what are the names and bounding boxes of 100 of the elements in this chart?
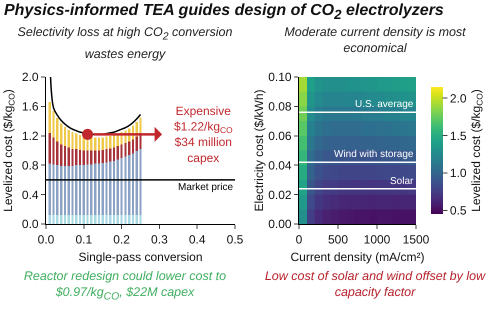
bar [102,137,104,150]
bar [82,215,85,224]
x-tick-label: 0 [296,232,303,246]
chart-title: Moderate current density is most economical [283,24,467,57]
bar [86,215,89,224]
bar [90,215,92,224]
bar [56,215,58,224]
bar [136,136,138,152]
bar [102,215,104,224]
color-bar-label: 1.5 [450,128,467,143]
bar [124,143,127,156]
bar [48,215,51,224]
x-tick-label: 0.4 [188,232,206,246]
bar [109,136,112,148]
ref-line-label: Wind with storage [334,149,414,160]
y-tick-label: 0.8 [22,158,39,172]
y-tick-label: 0.04 [268,158,292,172]
bar [94,150,96,164]
bar [75,215,78,224]
ref-line-label: Market price [178,182,234,193]
bar [102,150,104,163]
bar [60,215,62,224]
chart-title: Physics-informed TEA guides design of CO$_{2}$ electrolyzers [3,2,445,22]
bar [78,135,82,150]
bar [124,215,127,224]
bar [48,132,51,164]
text: Reactor redesign could lower cost to $0.97/kg$_{CO}$, $22M capex [22,268,228,304]
x-axis-title: Single-pass conversion [78,250,203,264]
x-tick-label: 0.3 [151,232,168,246]
bar [94,164,96,216]
bar [56,165,58,216]
bar [136,151,138,216]
x-tick-label: 0.1 [75,232,92,246]
bar [75,165,78,216]
bar [109,162,112,216]
y-tick-label: 0.4 [22,188,39,202]
bar [105,215,108,224]
bar [112,148,116,161]
y-tick-label: 1.2 [22,129,39,143]
y-tick-label: 0.02 [268,188,292,202]
bar [132,215,134,224]
bar [56,142,58,166]
bar [68,130,70,148]
annotation: Expensive $1.22/kg$_{CO}$ $34 million capex [174,104,234,165]
bar [64,215,66,224]
chart-subtitle: Selectivity loss at high CO$_{2}$ conversion wastes energy [16,24,234,63]
bar [136,215,138,224]
bar [120,215,123,224]
ref-line-label: U.S. average [355,99,414,110]
bar [60,166,62,216]
bar [105,149,108,162]
bar [98,215,100,224]
y-tick-label: 0.06 [268,129,292,143]
x-tick-label: 1000 [364,232,391,246]
bar [128,215,130,224]
bar [90,150,92,164]
text: Low cost of solar and wind offset by low capacity factor [264,268,487,300]
bar [75,149,78,166]
bar [68,215,70,224]
y-tick-label: 0.10 [268,70,292,84]
bar [128,142,130,155]
y-tick-label: 0.08 [268,100,292,114]
bar [116,159,119,216]
x-tick-label: 500 [328,232,348,246]
bar [90,164,92,216]
bar [71,215,74,224]
y-tick-label: 0.00 [268,217,292,232]
bar [90,137,92,150]
color-bar-label: 1.0 [450,166,467,180]
x-tick-label: 0.0 [38,232,55,246]
bar [82,165,85,216]
bar [109,215,112,224]
bar [68,148,70,166]
bar [128,154,130,216]
bar [116,215,119,224]
bar [139,215,142,224]
bar [52,215,55,224]
y-tick-label: 0.0 [22,217,39,232]
bar [102,162,104,216]
bar [75,134,78,150]
ref-line-label: Solar [390,176,414,187]
bar [94,137,96,150]
bar [109,148,112,162]
bar [82,150,85,166]
bar [78,215,82,224]
bar [94,215,96,224]
y-tick-label: 2.0 [22,70,39,84]
x-tick-label: 0.5 [226,232,244,246]
x-axis-title: Current density (mA/cm²) [290,250,425,264]
bar [48,164,51,216]
color-bar-label: 2.0 [450,91,467,106]
bar [60,144,62,166]
bar [116,146,119,160]
x-tick-label: 1500 [402,232,430,246]
bar [112,215,116,224]
bar [68,166,70,216]
y-axis-title: Electricity cost ($/kWh) [252,89,266,212]
color-bar-label: 0.5 [450,203,467,218]
bar [120,144,123,158]
y-tick-label: 1.6 [22,100,39,114]
